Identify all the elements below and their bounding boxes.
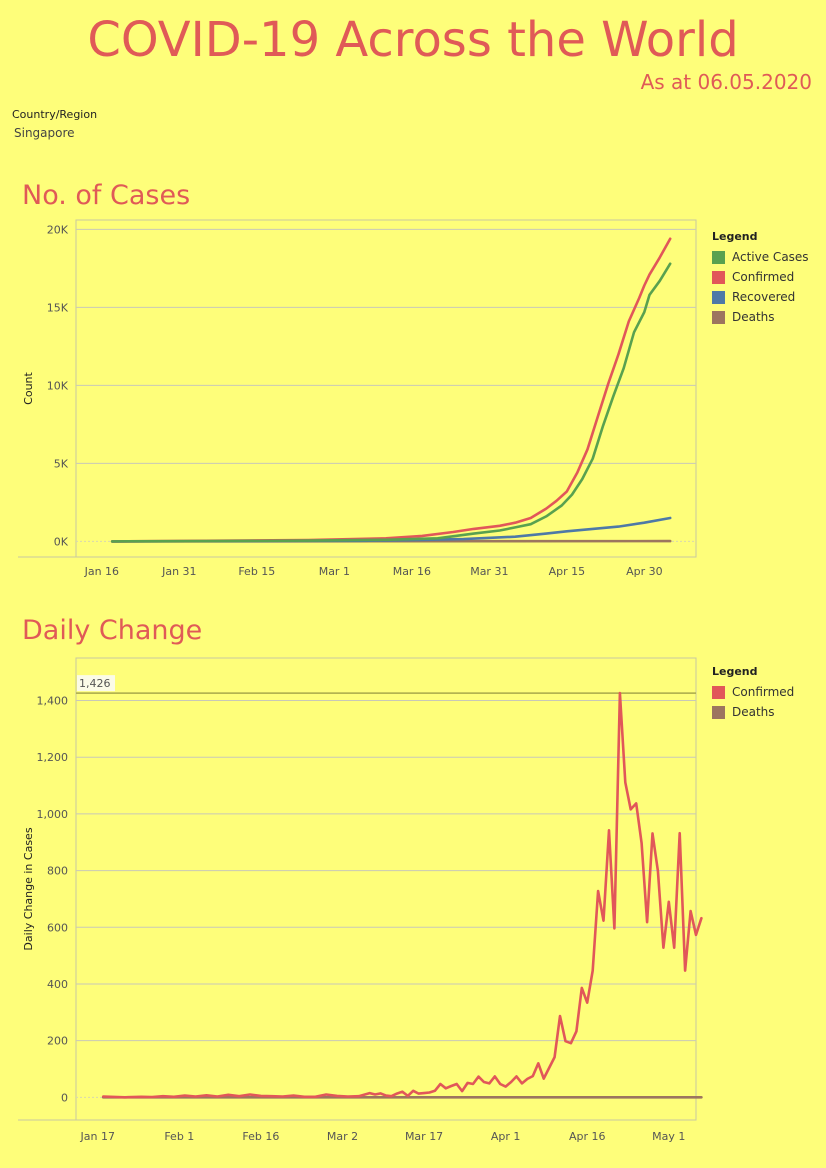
legend-item[interactable]: Deaths xyxy=(712,702,794,722)
y-axis-label: Daily Change in Cases xyxy=(22,827,35,950)
legend-item[interactable]: Recovered xyxy=(712,287,809,307)
filter-label: Country/Region xyxy=(12,108,98,121)
filter-value[interactable]: Singapore xyxy=(14,126,75,140)
y-tick-label: 15K xyxy=(47,301,69,314)
legend-item[interactable]: Confirmed xyxy=(712,267,809,287)
legend-swatch xyxy=(712,685,725,699)
legend-swatch xyxy=(712,270,725,284)
y-tick-label: 20K xyxy=(47,223,69,236)
daily-legend-title: Legend xyxy=(712,665,758,678)
x-tick-label: Jan 16 xyxy=(84,565,119,578)
daily-chart-title: Daily Change xyxy=(22,615,203,646)
legend-item[interactable]: Active Cases xyxy=(712,247,809,267)
y-tick-label: 200 xyxy=(47,1035,68,1048)
legend-label: Active Cases xyxy=(732,250,809,264)
x-tick-label: Mar 17 xyxy=(405,1130,443,1143)
y-tick-label: 0K xyxy=(54,535,69,548)
x-tick-label: Jan 31 xyxy=(161,565,196,578)
x-tick-label: Feb 16 xyxy=(242,1130,279,1143)
daily-chart: 0 200 400 600 800 1,000 1,200 1,400 Jan 17 Feb 1 F… xyxy=(18,657,703,1143)
legend-item[interactable]: Confirmed xyxy=(712,682,794,702)
x-tick-label: Apr 16 xyxy=(569,1130,606,1143)
cases-chart: 0K 5K 10K 15K 20K Jan 16 Jan 31 Feb 15 Mar 1 Mar … xyxy=(18,219,697,578)
x-tick-label: May 1 xyxy=(652,1130,685,1143)
y-tick-label: 0 xyxy=(61,1091,68,1104)
x-tick-label: Apr 1 xyxy=(491,1130,521,1143)
x-tick-label: Mar 1 xyxy=(319,565,350,578)
y-tick-label: 1,000 xyxy=(37,808,69,821)
legend-label: Deaths xyxy=(732,310,775,324)
x-tick-label: Mar 16 xyxy=(393,565,431,578)
y-tick-label: 1,200 xyxy=(37,751,69,764)
plot-frame xyxy=(75,657,697,1121)
y-tick-label: 10K xyxy=(47,379,69,392)
series-line-confirmed[interactable] xyxy=(101,691,703,1099)
x-tick-label: Mar 2 xyxy=(327,1130,358,1143)
y-tick-label: 400 xyxy=(47,978,68,991)
reference-label-box xyxy=(77,675,115,692)
y-tick-label: 5K xyxy=(54,457,69,470)
y-axis-label: Count xyxy=(22,371,35,404)
series-line-active-cases[interactable] xyxy=(110,262,672,543)
x-tick-label: Apr 30 xyxy=(626,565,663,578)
legend-label: Confirmed xyxy=(732,685,795,699)
cases-legend: Legend Active Cases Confirmed Recovered Dea… xyxy=(712,230,809,327)
legend-swatch xyxy=(712,250,725,264)
x-tick-label: Feb 15 xyxy=(238,565,275,578)
y-tick-label: 800 xyxy=(47,865,68,878)
x-tick-label: Mar 31 xyxy=(470,565,508,578)
daily-legend: Legend Confirmed Deaths xyxy=(712,665,794,722)
legend-swatch xyxy=(712,705,725,719)
y-tick-label: 1,400 xyxy=(37,695,69,708)
x-tick-label: Apr 15 xyxy=(549,565,586,578)
page-subtitle: As at 06.05.2020 xyxy=(640,70,812,94)
reference-label: 1,426 xyxy=(79,677,111,690)
y-tick-label: 600 xyxy=(47,921,68,934)
series-line-confirmed[interactable] xyxy=(110,237,672,543)
x-tick-label: Feb 1 xyxy=(164,1130,194,1143)
legend-label: Confirmed xyxy=(732,270,795,284)
cases-chart-title: No. of Cases xyxy=(22,180,191,211)
legend-label: Recovered xyxy=(732,290,796,304)
legend-swatch xyxy=(712,310,725,324)
cases-legend-title: Legend xyxy=(712,230,758,243)
page-title: COVID-19 Across the World xyxy=(87,12,739,68)
legend-label: Deaths xyxy=(732,705,775,719)
x-tick-label: Jan 17 xyxy=(80,1130,115,1143)
legend-swatch xyxy=(712,290,725,304)
plot-frame xyxy=(75,219,697,558)
legend-item[interactable]: Deaths xyxy=(712,307,809,327)
